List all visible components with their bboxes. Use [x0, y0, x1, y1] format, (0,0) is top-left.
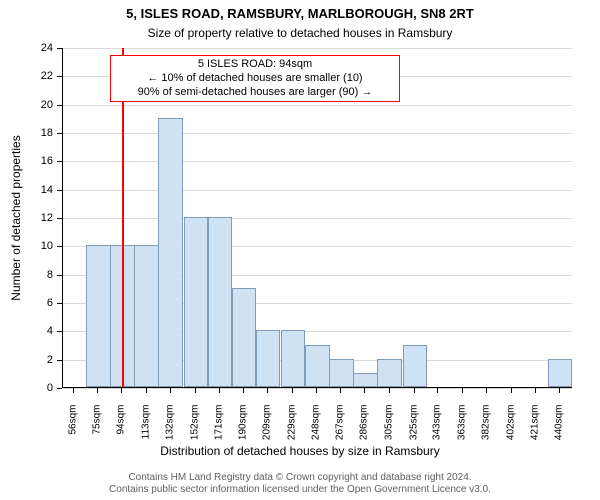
gridline-h: [63, 48, 572, 49]
x-tick-mark: [195, 388, 196, 393]
footer-line-1: Contains HM Land Registry data © Crown c…: [0, 472, 600, 484]
y-tick-mark: [57, 360, 62, 361]
x-tick-mark: [170, 388, 171, 393]
y-tick-mark: [57, 275, 62, 276]
x-tick-mark: [511, 388, 512, 393]
histogram-bar: [305, 345, 329, 388]
y-tick-label: 10: [29, 240, 53, 252]
y-tick-mark: [57, 161, 62, 162]
y-tick-label: 22: [29, 70, 53, 82]
x-tick-mark: [462, 388, 463, 393]
x-tick-mark: [73, 388, 74, 393]
y-tick-mark: [57, 246, 62, 247]
x-tick-mark: [559, 388, 560, 393]
histogram-bar: [86, 245, 110, 387]
annotation-line-3: 90% of semi-detached houses are larger (…: [117, 86, 393, 100]
y-tick-mark: [57, 331, 62, 332]
gridline-h: [63, 388, 572, 389]
histogram-bar: [134, 245, 158, 387]
y-tick-mark: [57, 303, 62, 304]
annotation-box: 5 ISLES ROAD: 94sqm ← 10% of detached ho…: [110, 55, 400, 102]
y-tick-label: 6: [29, 297, 53, 309]
x-tick-mark: [364, 388, 365, 393]
histogram-bar: [329, 359, 353, 387]
y-tick-label: 12: [29, 212, 53, 224]
y-tick-mark: [57, 76, 62, 77]
x-tick-mark: [219, 388, 220, 393]
y-tick-label: 4: [29, 325, 53, 337]
x-tick-mark: [97, 388, 98, 393]
gridline-h: [63, 190, 572, 191]
gridline-h: [63, 218, 572, 219]
histogram-bar: [281, 330, 305, 387]
y-tick-label: 8: [29, 269, 53, 281]
footer-attribution: Contains HM Land Registry data © Crown c…: [0, 472, 600, 496]
histogram-bar: [403, 345, 427, 388]
x-tick-mark: [267, 388, 268, 393]
histogram-bar: [208, 217, 232, 387]
histogram-bar: [232, 288, 256, 387]
gridline-h: [63, 105, 572, 106]
annotation-line-2: ← 10% of detached houses are smaller (10…: [117, 72, 393, 86]
histogram-bar: [353, 373, 377, 387]
histogram-bar: [158, 118, 182, 387]
x-tick-mark: [535, 388, 536, 393]
chart-title-sub: Size of property relative to detached ho…: [0, 26, 600, 40]
x-tick-mark: [316, 388, 317, 393]
x-tick-mark: [121, 388, 122, 393]
x-tick-mark: [243, 388, 244, 393]
x-tick-mark: [146, 388, 147, 393]
x-tick-mark: [389, 388, 390, 393]
chart-title-main: 5, ISLES ROAD, RAMSBURY, MARLBOROUGH, SN…: [0, 6, 600, 21]
y-tick-label: 0: [29, 382, 53, 394]
x-tick-mark: [486, 388, 487, 393]
y-tick-label: 14: [29, 184, 53, 196]
y-tick-mark: [57, 105, 62, 106]
y-tick-mark: [57, 133, 62, 134]
chart-container: 5, ISLES ROAD, RAMSBURY, MARLBOROUGH, SN…: [0, 0, 600, 500]
gridline-h: [63, 133, 572, 134]
gridline-h: [63, 161, 572, 162]
x-tick-mark: [340, 388, 341, 393]
x-tick-mark: [437, 388, 438, 393]
footer-line-2: Contains public sector information licen…: [0, 484, 600, 496]
x-axis-label: Distribution of detached houses by size …: [0, 444, 600, 458]
histogram-bar: [377, 359, 401, 387]
y-tick-mark: [57, 190, 62, 191]
histogram-bar: [256, 330, 280, 387]
x-tick-mark: [292, 388, 293, 393]
y-tick-label: 16: [29, 155, 53, 167]
y-tick-label: 18: [29, 127, 53, 139]
y-axis-label: Number of detached properties: [9, 135, 23, 300]
y-tick-mark: [57, 388, 62, 389]
y-tick-mark: [57, 218, 62, 219]
histogram-bar: [184, 217, 208, 387]
y-tick-label: 20: [29, 99, 53, 111]
y-tick-label: 24: [29, 42, 53, 54]
histogram-bar: [548, 359, 572, 387]
y-tick-label: 2: [29, 354, 53, 366]
x-tick-mark: [414, 388, 415, 393]
annotation-line-1: 5 ISLES ROAD: 94sqm: [117, 58, 393, 72]
y-tick-mark: [57, 48, 62, 49]
